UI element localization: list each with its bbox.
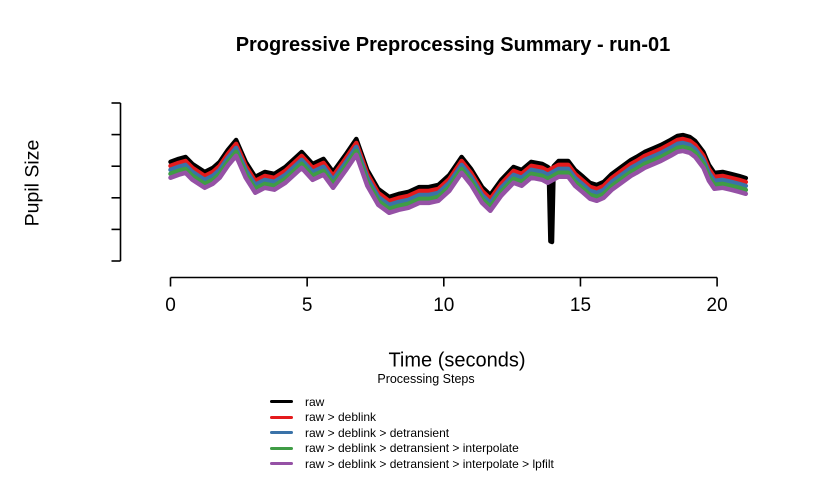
legend-line-swatch (270, 462, 293, 466)
series-line-3 (168, 144, 749, 212)
legend-item-label: raw > deblink > detransient > interpolat… (305, 456, 554, 471)
x-tick-label: 20 (707, 295, 728, 316)
legend-item-label: raw > deblink (305, 410, 377, 425)
legend-item: raw > deblink > detransient > interpolat… (270, 441, 582, 457)
legend-line-swatch (270, 446, 293, 450)
legend-item: raw > deblink > detransient > interpolat… (270, 456, 582, 472)
chart-title: Progressive Preprocessing Summary - run-… (235, 34, 671, 56)
legend-item-label: raw > deblink > detransient (305, 425, 450, 440)
legend-item: raw > deblink (270, 410, 582, 426)
series-line-4 (168, 148, 749, 216)
legend-line-swatch (270, 431, 293, 435)
legend-item: raw (270, 394, 582, 410)
x-tick-label: 5 (302, 295, 313, 316)
series-line-1 (168, 136, 749, 204)
legend-item-label: raw (305, 394, 325, 409)
legend-items: raw raw > deblink raw > deblink > detransi… (270, 394, 582, 472)
series-line-2 (168, 140, 749, 208)
series-line-0 (168, 132, 749, 245)
x-tick-label: 15 (570, 295, 591, 316)
legend-line-swatch (270, 400, 293, 404)
x-axis-label: Time (seconds) (388, 349, 526, 372)
legend-line-swatch (270, 415, 293, 419)
legend-item: raw > deblink > detransient (270, 425, 582, 441)
x-tick-label: 10 (433, 295, 454, 316)
legend-item-label: raw > deblink > detransient > interpolat… (305, 441, 519, 456)
legend: Processing Steps raw raw > deblink raw > d… (270, 372, 582, 472)
x-tick-label: 0 (165, 295, 176, 316)
legend-title: Processing Steps (377, 372, 475, 386)
